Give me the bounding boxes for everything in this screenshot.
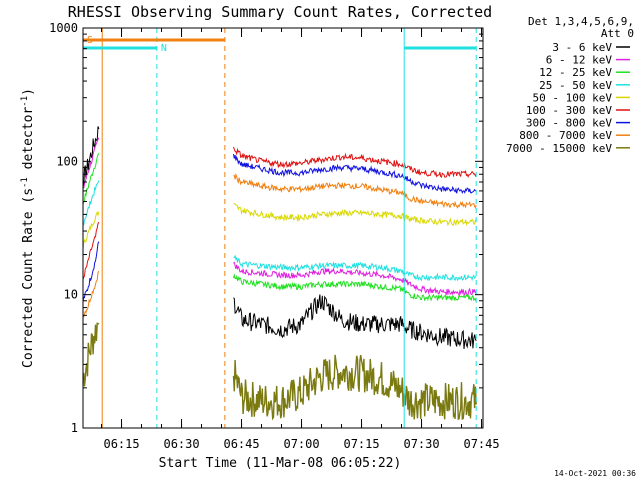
legend-label: 25 - 50 keV [539, 79, 612, 92]
series-line [82, 210, 100, 249]
x-tick-label: 06:45 [223, 437, 259, 451]
legend-label: 800 - 7000 keV [519, 129, 612, 142]
y-tick-label: 10 [64, 288, 78, 302]
series-line [82, 270, 100, 318]
y-axis-label-mid: detector [21, 107, 36, 178]
y-axis-label-sup2: -1 [20, 96, 30, 107]
y-axis-label-end: ) [21, 88, 36, 96]
series-line [233, 146, 477, 179]
data-layer [82, 126, 477, 421]
series-line [82, 137, 100, 189]
legend-label: 7000 - 15000 keV [506, 142, 612, 155]
x-tick-label: 07:30 [403, 437, 439, 451]
y-tick-label: 1 [71, 421, 78, 435]
series-line [233, 153, 477, 195]
y-tick-label: 1000 [49, 21, 78, 35]
legend-label: 50 - 100 keV [533, 91, 613, 104]
legend-label: 3 - 6 keV [552, 41, 612, 54]
series-line [82, 152, 100, 205]
y-tick-label: 100 [56, 154, 78, 168]
x-tick-label: 07:00 [283, 437, 319, 451]
x-tick-label: 06:15 [103, 437, 139, 451]
legend-header: Det 1,3,4,5,6,9, Att 0 [528, 15, 634, 40]
legend-header-line: Att 0 [601, 27, 634, 40]
series-line [82, 322, 100, 387]
axes-layer: 1 10 100 1000 06:15 06:30 06:45 07:00 07:15 07:30… [49, 21, 500, 451]
x-tick-label: 07:15 [343, 437, 379, 451]
series-line [233, 273, 477, 302]
legend-header-line: Det 1,3,4,5,6,9, [528, 15, 634, 28]
y-axis-label-main: Corrected Count Rate (s [21, 188, 36, 368]
overlay-layer: SN [83, 28, 477, 428]
series-line [82, 221, 100, 280]
series-line [233, 203, 477, 227]
x-tick-label: 06:30 [163, 437, 199, 451]
legend-label: 300 - 800 keV [526, 117, 612, 130]
series-line [233, 294, 477, 350]
series-line [82, 180, 100, 226]
footer-timestamp: 14-Oct-2021 00:36 [554, 469, 636, 478]
plot-frame [82, 27, 484, 429]
legend-label: 12 - 25 keV [539, 66, 612, 79]
y-axis-label-sup1: -1 [20, 177, 30, 188]
y-axis-label: Corrected Count Rate (s-1 detector-1) [20, 88, 36, 368]
series-line [233, 254, 477, 282]
x-tick-label: 07:45 [463, 437, 499, 451]
series-line [233, 261, 477, 297]
x-axis-label: Start Time (11-Mar-08 06:05:22) [159, 456, 402, 471]
legend-label: 100 - 300 keV [526, 104, 612, 117]
series-line [233, 172, 477, 209]
legend-label: 6 - 12 keV [546, 54, 613, 67]
series-line [232, 354, 477, 421]
series-line [82, 241, 100, 302]
flag-label: N [161, 43, 167, 54]
chart-title: RHESSI Observing Summary Count Rates, Co… [68, 3, 492, 21]
series-line [82, 126, 100, 189]
flag-label: S [87, 35, 93, 46]
